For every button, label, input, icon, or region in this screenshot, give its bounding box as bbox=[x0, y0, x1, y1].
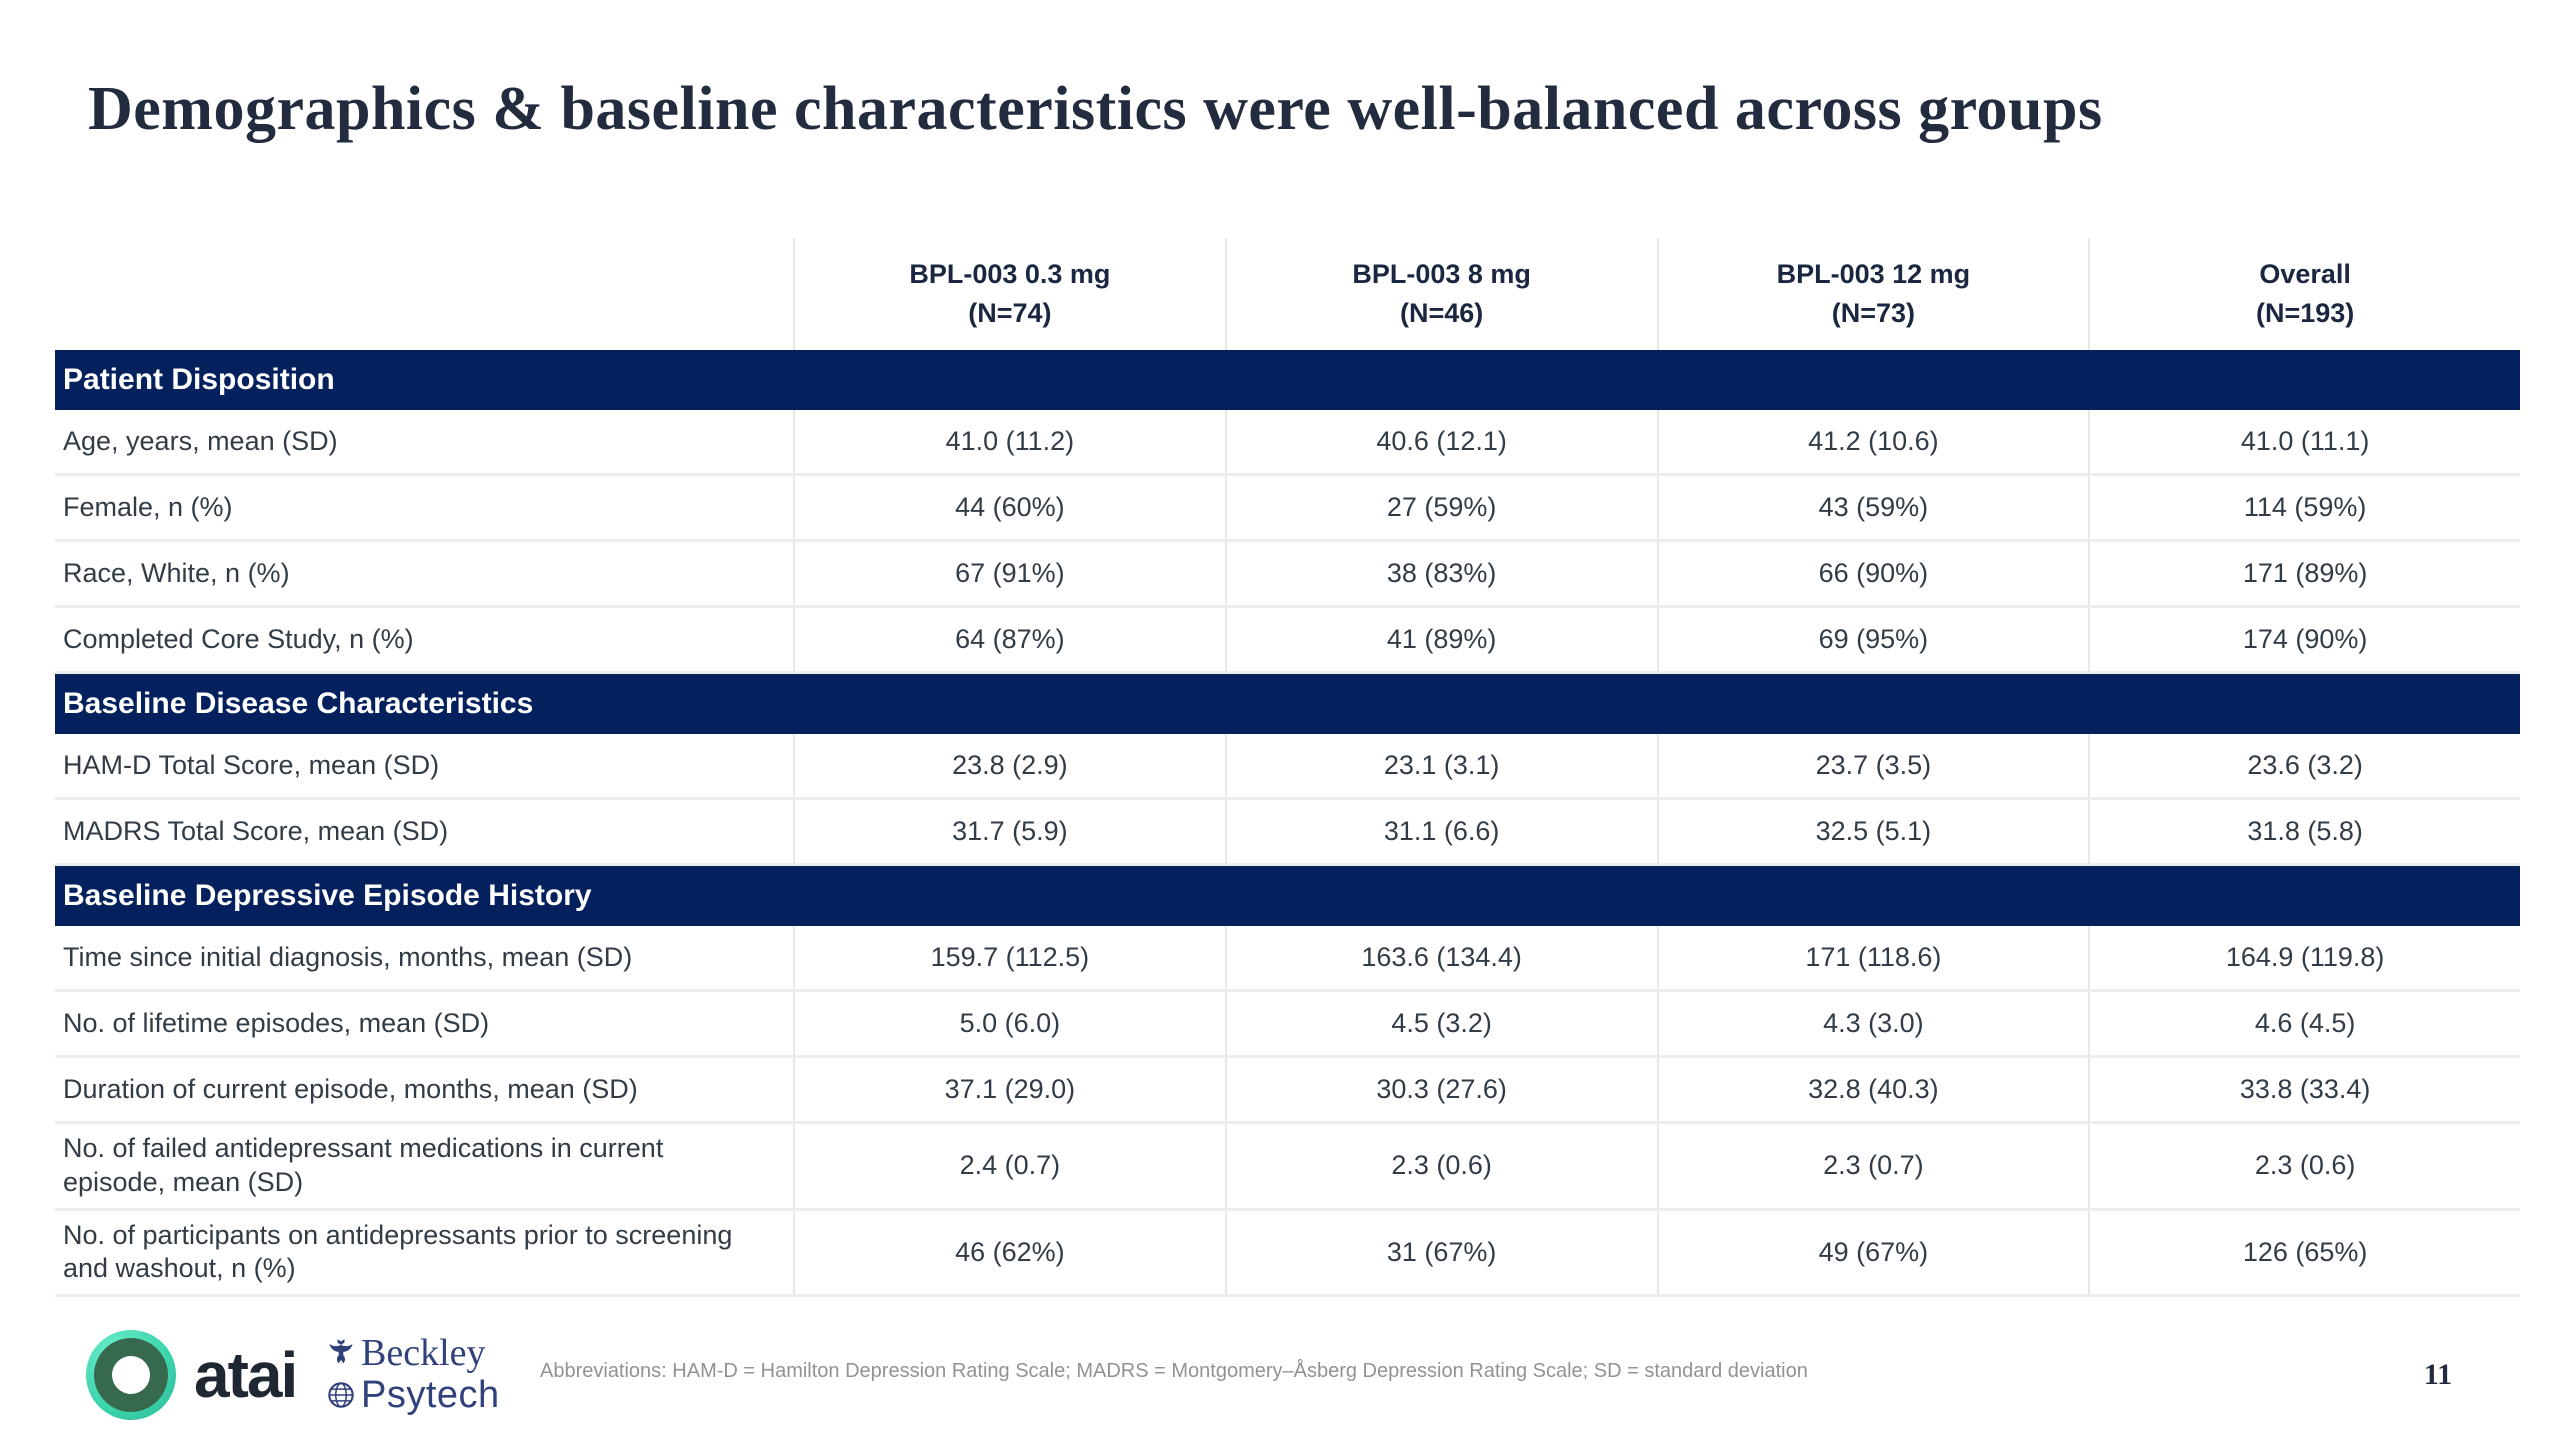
row-value-col3: 49 (67%) bbox=[1656, 1210, 2089, 1297]
row-value-col2: 31.1 (6.6) bbox=[1224, 800, 1657, 866]
row-value-col1: 31.7 (5.9) bbox=[793, 800, 1225, 866]
row-label: HAM-D Total Score, mean (SD) bbox=[55, 734, 793, 800]
row-value-col4: 2.3 (0.6) bbox=[2088, 1124, 2520, 1211]
beckley-text: Beckley bbox=[361, 1332, 486, 1374]
section-header: Baseline Disease Characteristics bbox=[55, 674, 2520, 734]
row-value-col2: 38 (83%) bbox=[1224, 542, 1657, 608]
column-header-label: BPL-003 12 mg bbox=[1776, 258, 1971, 289]
row-value-col4: 114 (59%) bbox=[2088, 476, 2520, 542]
row-value-col3: 41.2 (10.6) bbox=[1656, 410, 2089, 476]
row-value-col1: 67 (91%) bbox=[793, 542, 1225, 608]
row-value-col1: 44 (60%) bbox=[793, 476, 1225, 542]
row-value-col1: 5.0 (6.0) bbox=[793, 992, 1225, 1058]
row-value-col2: 31 (67%) bbox=[1224, 1210, 1657, 1297]
row-value-col1: 64 (87%) bbox=[793, 608, 1225, 674]
column-header-overall: Overall (N=193) bbox=[2088, 238, 2520, 350]
row-label: Time since initial diagnosis, months, me… bbox=[55, 926, 793, 992]
row-label: Age, years, mean (SD) bbox=[55, 410, 793, 476]
slide-footer: atai Beckley Psytech Abbreviations: HAM-… bbox=[0, 1318, 2576, 1438]
beckley-psytech-logo: Beckley Psytech bbox=[327, 1332, 500, 1416]
column-header-n: (N=74) bbox=[968, 298, 1052, 328]
column-header-label: BPL-003 8 mg bbox=[1352, 258, 1531, 289]
row-value-col4: 33.8 (33.4) bbox=[2088, 1058, 2520, 1124]
demographics-table: BPL-003 0.3 mg (N=74) BPL-003 8 mg (N=46… bbox=[55, 238, 2520, 1297]
row-value-col3: 4.3 (3.0) bbox=[1656, 992, 2089, 1058]
row-value-col1: 159.7 (112.5) bbox=[793, 926, 1225, 992]
eagle-icon bbox=[329, 1339, 353, 1364]
row-value-col4: 164.9 (119.8) bbox=[2088, 926, 2520, 992]
row-value-col3: 66 (90%) bbox=[1656, 542, 2089, 608]
row-value-col3: 69 (95%) bbox=[1656, 608, 2089, 674]
atai-ring-icon bbox=[86, 1330, 176, 1420]
row-value-col4: 4.6 (4.5) bbox=[2088, 992, 2520, 1058]
row-value-col2: 2.3 (0.6) bbox=[1224, 1124, 1657, 1211]
atai-wordmark: atai bbox=[194, 1339, 298, 1411]
row-value-col2: 40.6 (12.1) bbox=[1224, 410, 1657, 476]
row-value-col4: 126 (65%) bbox=[2088, 1210, 2520, 1297]
row-value-col1: 23.8 (2.9) bbox=[793, 734, 1225, 800]
row-value-col3: 23.7 (3.5) bbox=[1656, 734, 2089, 800]
demographics-grid: BPL-003 0.3 mg (N=74) BPL-003 8 mg (N=46… bbox=[55, 238, 2520, 1297]
atai-logo: atai bbox=[86, 1330, 298, 1420]
column-header-bpl-003-8mg: BPL-003 8 mg (N=46) bbox=[1224, 238, 1657, 350]
section-header: Baseline Depressive Episode History bbox=[55, 866, 2520, 926]
abbreviations-footnote: Abbreviations: HAM-D = Hamilton Depressi… bbox=[540, 1360, 1808, 1382]
column-header-label: Overall bbox=[2259, 258, 2351, 289]
row-value-col2: 4.5 (3.2) bbox=[1224, 992, 1657, 1058]
row-value-col3: 171 (118.6) bbox=[1656, 926, 2089, 992]
row-value-col4: 23.6 (3.2) bbox=[2088, 734, 2520, 800]
page-title: Demographics & baseline characteristics … bbox=[88, 75, 2103, 143]
row-value-col3: 2.3 (0.7) bbox=[1656, 1124, 2089, 1211]
row-label: Duration of current episode, months, mea… bbox=[55, 1058, 793, 1124]
row-value-col4: 41.0 (11.1) bbox=[2088, 410, 2520, 476]
row-value-col2: 41 (89%) bbox=[1224, 608, 1657, 674]
row-label: Completed Core Study, n (%) bbox=[55, 608, 793, 674]
row-value-col4: 171 (89%) bbox=[2088, 542, 2520, 608]
row-value-col3: 32.8 (40.3) bbox=[1656, 1058, 2089, 1124]
row-value-col1: 46 (62%) bbox=[793, 1210, 1225, 1297]
row-label: MADRS Total Score, mean (SD) bbox=[55, 800, 793, 866]
column-header-bpl-003-12mg: BPL-003 12 mg (N=73) bbox=[1656, 238, 2089, 350]
row-label: Race, White, n (%) bbox=[55, 542, 793, 608]
column-header-bpl-003-0-3mg: BPL-003 0.3 mg (N=74) bbox=[793, 238, 1225, 350]
column-header-n: (N=46) bbox=[1399, 298, 1484, 328]
row-value-col2: 27 (59%) bbox=[1224, 476, 1657, 542]
row-value-col2: 23.1 (3.1) bbox=[1224, 734, 1657, 800]
psytech-text: Psytech bbox=[361, 1374, 500, 1416]
row-value-col3: 32.5 (5.1) bbox=[1656, 800, 2089, 866]
page-number: 11 bbox=[2423, 1358, 2453, 1391]
row-label: No. of failed antidepressant medications… bbox=[55, 1124, 793, 1211]
row-value-col2: 163.6 (134.4) bbox=[1224, 926, 1657, 992]
row-value-col1: 2.4 (0.7) bbox=[793, 1124, 1225, 1211]
row-label: No. of lifetime episodes, mean (SD) bbox=[55, 992, 793, 1058]
column-header-n: (N=193) bbox=[2255, 298, 2355, 328]
globe-icon bbox=[328, 1382, 354, 1408]
column-header-n: (N=73) bbox=[1831, 298, 1916, 328]
row-label: Female, n (%) bbox=[55, 476, 793, 542]
row-value-col1: 41.0 (11.2) bbox=[793, 410, 1225, 476]
section-header: Patient Disposition bbox=[55, 350, 2520, 410]
column-header-label: BPL-003 0.3 mg bbox=[909, 258, 1111, 289]
row-value-col4: 174 (90%) bbox=[2088, 608, 2520, 674]
row-value-col1: 37.1 (29.0) bbox=[793, 1058, 1225, 1124]
row-value-col4: 31.8 (5.8) bbox=[2088, 800, 2520, 866]
row-label: No. of participants on antidepressants p… bbox=[55, 1211, 793, 1297]
row-value-col3: 43 (59%) bbox=[1656, 476, 2089, 542]
row-value-col2: 30.3 (27.6) bbox=[1224, 1058, 1657, 1124]
column-header-empty bbox=[55, 238, 793, 350]
